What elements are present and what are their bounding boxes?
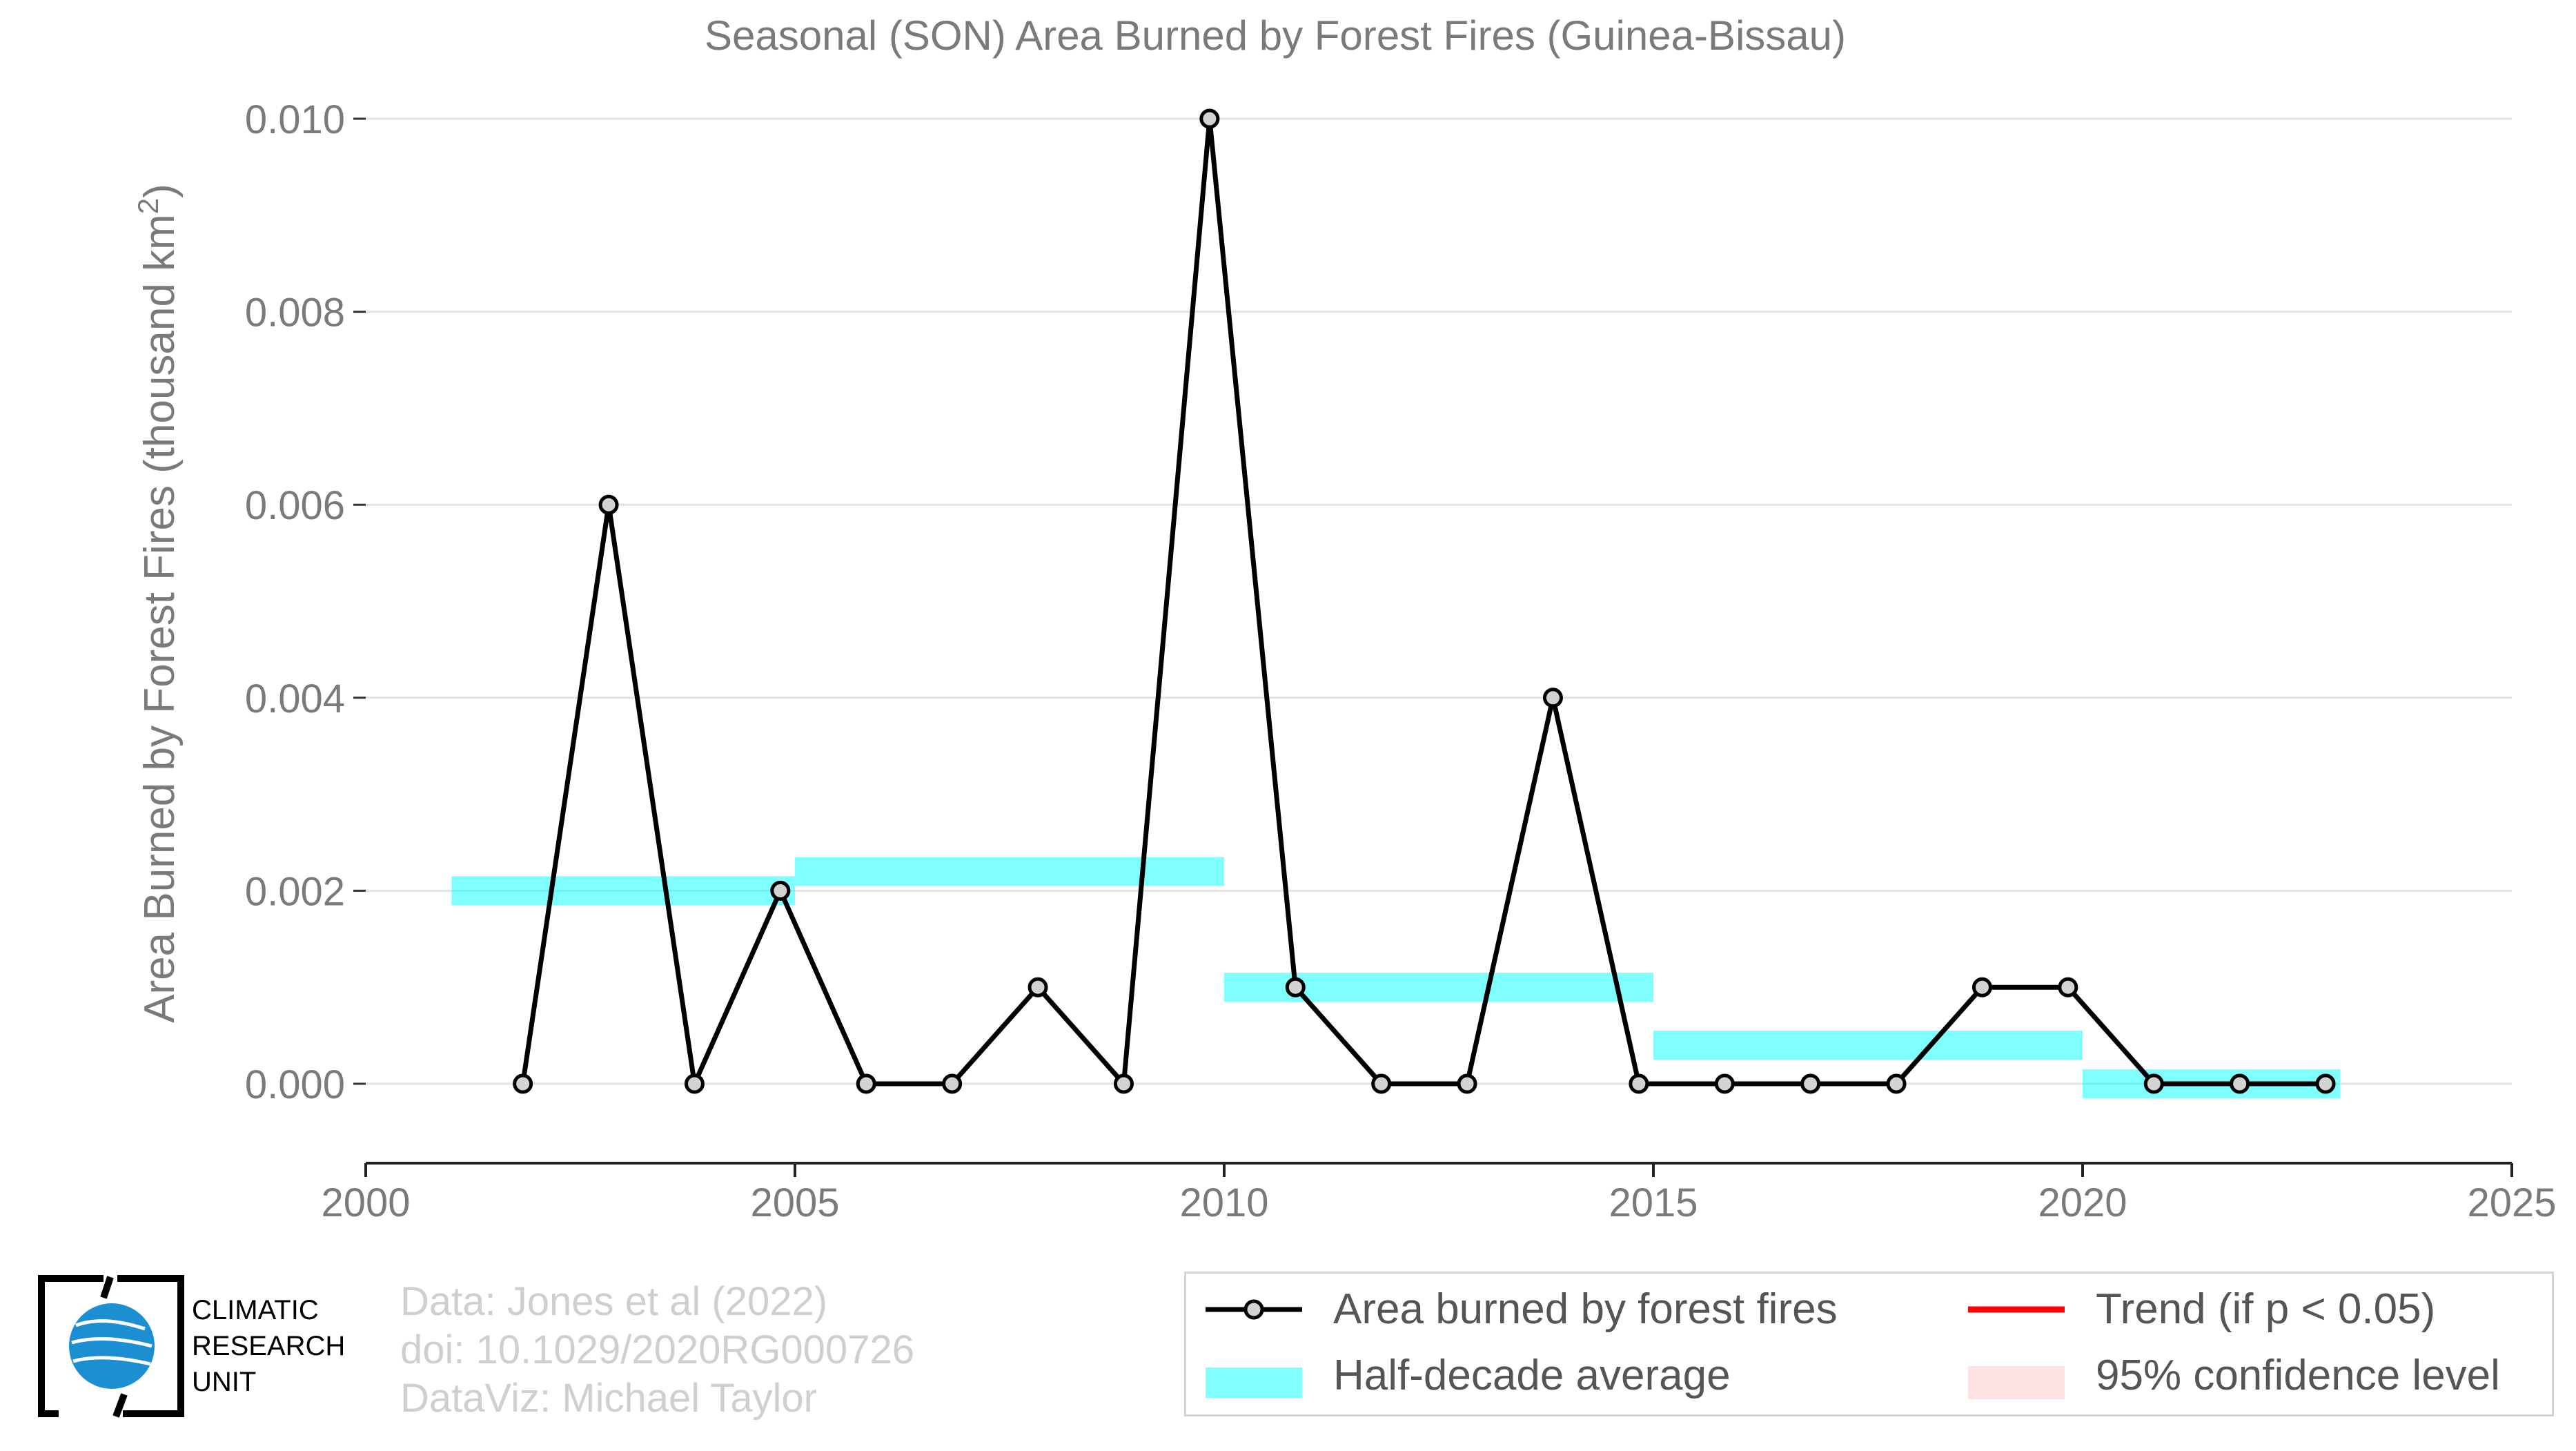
- x-tick-label: 2020: [2038, 1180, 2127, 1225]
- data-point: [1457, 1073, 1477, 1094]
- grid-lines: [353, 117, 2512, 1085]
- data-point: [1972, 977, 1992, 997]
- data-point: [2230, 1073, 2250, 1094]
- data-point: [598, 494, 619, 515]
- area-burned-series: [520, 116, 2326, 1087]
- data-point: [1629, 1073, 1649, 1094]
- legend-label-area-burned: Area burned by forest fires: [1333, 1285, 1838, 1333]
- legend-symbols: [1206, 1299, 2065, 1399]
- logo-text-unit: UNIT: [192, 1367, 257, 1397]
- credit-dataviz: DataViz: Michael Taylor: [400, 1376, 817, 1421]
- x-tick-label: 2025: [2467, 1180, 2556, 1225]
- half-decade-bar: [451, 876, 795, 906]
- y-axis-label: Area Burned by Forest Fires (thousand km…: [132, 184, 184, 1023]
- data-point: [513, 1073, 533, 1094]
- y-tick-label: 0.000: [245, 1062, 345, 1107]
- data-point: [1886, 1073, 1907, 1094]
- data-point: [1371, 1073, 1392, 1094]
- half-decade-average-bars: [451, 857, 2341, 1098]
- logo-text-climatic: CLIMATIC: [192, 1295, 319, 1325]
- data-point: [684, 1073, 705, 1094]
- data-point: [2058, 977, 2078, 997]
- data-point: [1800, 1073, 1821, 1094]
- area-burned-line: [520, 116, 2326, 1087]
- legend-label-half-decade: Half-decade average: [1333, 1352, 1731, 1399]
- data-point: [1028, 977, 1048, 997]
- data-point: [1199, 108, 1220, 129]
- data-point: [1714, 1073, 1735, 1094]
- x-tick-label: 2000: [321, 1180, 410, 1225]
- legend: Area burned by forest fires Trend (if p …: [1184, 1272, 2554, 1416]
- credit-data-source: Data: Jones et al (2022): [400, 1279, 828, 1324]
- data-point: [2143, 1073, 2164, 1094]
- y-tick-labels: 0.000 0.002 0.004 0.006 0.008 0.010: [245, 97, 345, 1107]
- logo-text-research: RESEARCH: [192, 1331, 346, 1361]
- data-point: [1285, 977, 1306, 997]
- half-decade-bar: [795, 857, 1224, 886]
- x-axis: 2000 2005 2010 2015 2020 2025: [321, 1162, 2557, 1225]
- x-tick-label: 2015: [1609, 1180, 1698, 1225]
- y-tick-label: 0.008: [245, 291, 345, 335]
- y-tick-label: 0.010: [245, 97, 345, 142]
- data-point: [770, 880, 791, 901]
- cru-logo: [38, 1275, 184, 1418]
- data-point: [942, 1073, 963, 1094]
- data-point: [856, 1073, 876, 1094]
- globe-icon: [69, 1303, 155, 1389]
- data-point: [2315, 1073, 2336, 1094]
- x-tick-label: 2010: [1179, 1180, 1268, 1225]
- credit-doi: doi: 10.1029/2020RG000726: [400, 1327, 914, 1372]
- area-burned-points: [513, 108, 2336, 1094]
- legend-label-trend: Trend (if p < 0.05): [2096, 1285, 2436, 1333]
- x-tick-label: 2005: [750, 1180, 839, 1225]
- data-point: [1542, 688, 1563, 708]
- chart-title: Seasonal (SON) Area Burned by Forest Fir…: [705, 12, 1846, 59]
- legend-band-symbol-pink: [1968, 1366, 2065, 1399]
- legend-point-symbol: [1243, 1299, 1264, 1320]
- legend-label-confidence: 95% confidence level: [2096, 1352, 2500, 1399]
- y-tick-label: 0.006: [245, 483, 345, 528]
- y-tick-label: 0.002: [245, 869, 345, 914]
- half-decade-bar: [1653, 1031, 2083, 1060]
- legend-band-symbol-cyan: [1206, 1367, 1302, 1398]
- data-point: [1113, 1073, 1134, 1094]
- y-tick-label: 0.004: [245, 676, 345, 721]
